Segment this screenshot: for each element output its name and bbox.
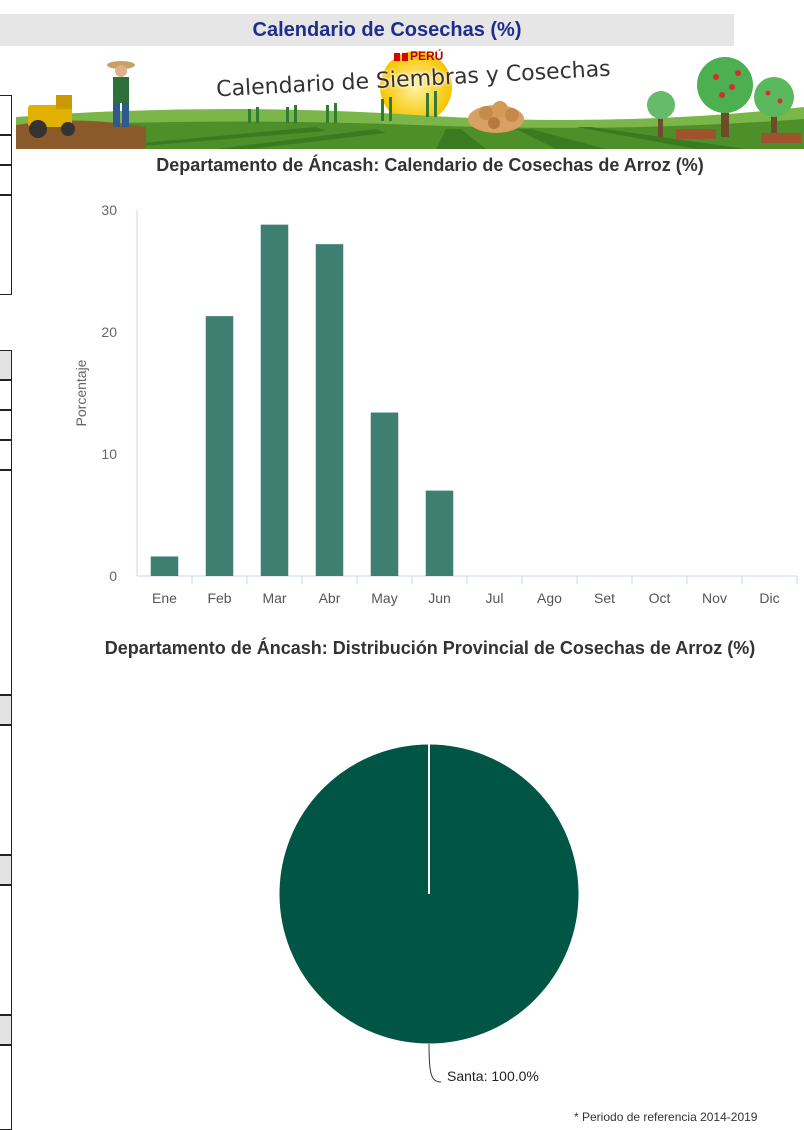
y-tick-label: 0 xyxy=(109,568,117,584)
pie-label-connector xyxy=(428,1043,442,1083)
page-title-bar: Calendario de Cosechas (%) xyxy=(0,14,734,46)
footnote: * Periodo de referencia 2014-2019 xyxy=(574,1110,758,1124)
pie-chart: Santa: 100.0% xyxy=(278,743,580,1084)
bar-ene xyxy=(150,556,179,576)
pie-data-label: Santa: 100.0% xyxy=(447,1068,539,1084)
x-tick-label: Mar xyxy=(262,590,286,606)
bar-chart-title: Departamento de Áncash: Calendario de Co… xyxy=(156,155,704,175)
x-tick-label: Abr xyxy=(319,590,341,606)
tractor-icon xyxy=(28,95,75,138)
banner: PERÚ Calendario de Siembras y Cosechas xyxy=(16,47,804,149)
bar-feb xyxy=(205,316,234,576)
bar-abr xyxy=(315,244,344,576)
y-tick-label: 10 xyxy=(101,446,117,462)
peru-label: PERÚ xyxy=(394,49,443,63)
x-tick-label: Jun xyxy=(428,590,451,606)
x-tick-label: Dic xyxy=(759,590,779,606)
x-tick-label: Set xyxy=(594,590,615,606)
x-tick-label: May xyxy=(371,590,397,606)
potatoes-icon xyxy=(468,101,524,133)
x-tick-label: Ago xyxy=(537,590,562,606)
fruit-trees xyxy=(647,57,801,143)
farmer-icon xyxy=(107,61,135,127)
x-tick-label: Ene xyxy=(152,590,177,606)
x-tick-label: Nov xyxy=(702,590,727,606)
x-tick-label: Oct xyxy=(649,590,671,606)
bar-may xyxy=(370,412,399,576)
crop-rows xyxy=(248,91,437,123)
y-tick-label: 30 xyxy=(101,202,117,218)
pie-chart-title: Departamento de Áncash: Distribución Pro… xyxy=(104,638,756,658)
y-tick-label: 20 xyxy=(101,324,117,340)
bar-mar xyxy=(260,224,289,576)
banner-illustration xyxy=(16,47,804,149)
x-tick-label: Jul xyxy=(486,590,504,606)
left-table-frame xyxy=(0,95,14,1130)
page-title: Calendario de Cosechas (%) xyxy=(252,18,522,41)
y-axis-label: Porcentaje xyxy=(73,359,89,426)
x-tick-label: Feb xyxy=(207,590,231,606)
bar-jun xyxy=(425,490,454,576)
bar-chart: 0 10 20 30 Porcentaje Ene Feb Mar Abr May Jun Jul Ag… xyxy=(73,202,798,606)
